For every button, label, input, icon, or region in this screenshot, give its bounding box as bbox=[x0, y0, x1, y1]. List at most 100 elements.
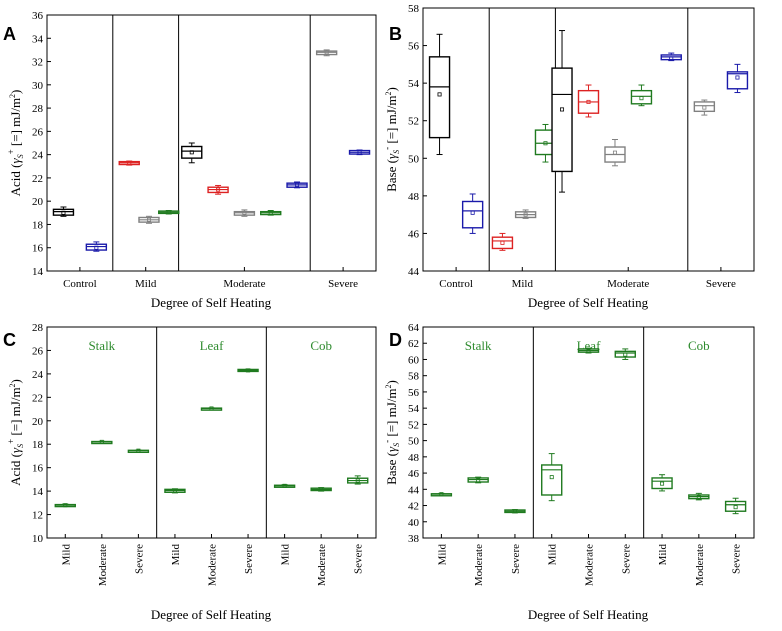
y-tick-label: 24 bbox=[32, 150, 44, 162]
group-label: Stalk bbox=[88, 338, 115, 353]
mean-marker bbox=[216, 187, 221, 192]
mean-marker bbox=[127, 160, 132, 165]
panel-label: D bbox=[389, 330, 402, 350]
mean-marker bbox=[355, 478, 360, 483]
chart-panel-d: D 38 40 42 44 46 48 50 52 54 56 58 60 62 64 Base (γS- [… bbox=[382, 322, 755, 622]
box bbox=[551, 67, 573, 173]
x-category-label: Severe bbox=[510, 544, 522, 574]
box-plot bbox=[604, 139, 626, 167]
box bbox=[724, 500, 747, 512]
mean-marker bbox=[99, 439, 104, 444]
x-category-label: Moderate bbox=[207, 544, 219, 586]
y-axis-label: Acid (γS+ [=] mJ/m2) bbox=[6, 379, 25, 486]
box-plot bbox=[688, 492, 710, 501]
plot-frame bbox=[422, 326, 755, 539]
y-tick-label: 48 bbox=[408, 191, 420, 203]
x-category-label: Severe bbox=[133, 544, 145, 574]
mean-marker bbox=[268, 210, 273, 215]
x-category-label: Mild bbox=[657, 544, 669, 566]
mean-marker bbox=[612, 150, 617, 155]
box-plot bbox=[347, 475, 369, 485]
mean-marker bbox=[696, 495, 701, 500]
mean-marker bbox=[735, 75, 740, 80]
plot-frame bbox=[46, 326, 377, 539]
box-plot bbox=[207, 184, 229, 195]
x-axis-label: Degree of Self Heating bbox=[528, 607, 649, 622]
y-tick-label: 38 bbox=[408, 533, 420, 545]
box bbox=[491, 236, 514, 250]
y-tick-label: 26 bbox=[32, 126, 44, 138]
y-tick-label: 52 bbox=[408, 116, 419, 128]
chart-panel-a: A 14 16 18 20 22 24 26 28 30 32 34 36 Acid (γS+ [=] m… bbox=[3, 10, 377, 310]
box-plot bbox=[348, 149, 371, 156]
mean-marker bbox=[733, 505, 738, 510]
y-tick-label: 40 bbox=[408, 517, 420, 529]
x-category-label: Mild bbox=[135, 278, 157, 290]
mean-marker bbox=[319, 487, 324, 492]
box-plot bbox=[54, 503, 76, 508]
y-tick-label: 56 bbox=[408, 41, 420, 53]
mean-marker bbox=[543, 141, 548, 146]
y-tick-label: 58 bbox=[408, 3, 420, 15]
mean-marker bbox=[586, 349, 591, 354]
mean-marker bbox=[523, 212, 528, 217]
y-tick-label: 52 bbox=[408, 419, 419, 431]
mean-marker bbox=[189, 150, 194, 155]
y-tick-label: 20 bbox=[32, 196, 44, 208]
box-plot bbox=[85, 241, 108, 252]
mean-marker bbox=[209, 406, 214, 411]
box bbox=[630, 89, 653, 105]
y-tick-label: 50 bbox=[408, 153, 420, 165]
box bbox=[181, 145, 203, 159]
box-plot bbox=[514, 209, 537, 219]
y-axis-label: Base (γS- [=] mJ/m2) bbox=[382, 380, 401, 485]
y-tick-label: 42 bbox=[408, 501, 419, 513]
y-tick-label: 28 bbox=[32, 322, 44, 334]
y-tick-label: 22 bbox=[32, 392, 43, 404]
mean-marker bbox=[437, 92, 442, 97]
y-tick-label: 58 bbox=[408, 371, 420, 383]
y-tick-label: 36 bbox=[32, 10, 44, 22]
x-axis-label: Degree of Self Heating bbox=[151, 295, 272, 310]
box-plot bbox=[118, 160, 140, 166]
x-category-label: Mild bbox=[547, 544, 559, 566]
x-category-label: Moderate bbox=[607, 278, 649, 290]
box-plot bbox=[491, 232, 514, 251]
x-category-label: Severe bbox=[620, 544, 632, 574]
mean-marker bbox=[702, 105, 707, 110]
box-plot bbox=[286, 181, 308, 189]
y-tick-label: 54 bbox=[408, 78, 420, 90]
y-tick-label: 50 bbox=[408, 436, 420, 448]
y-tick-label: 24 bbox=[32, 369, 44, 381]
box-plot bbox=[461, 193, 484, 234]
y-tick-label: 48 bbox=[408, 452, 420, 464]
box-plot bbox=[551, 30, 573, 193]
y-tick-label: 12 bbox=[32, 510, 43, 522]
y-tick-label: 22 bbox=[32, 173, 43, 185]
x-category-label: Mild bbox=[170, 544, 182, 566]
y-tick-label: 26 bbox=[32, 345, 44, 357]
x-category-label: Moderate bbox=[584, 544, 596, 586]
mean-marker bbox=[324, 50, 329, 55]
y-tick-label: 20 bbox=[32, 416, 44, 428]
mean-marker bbox=[282, 483, 287, 488]
chart-panel-c: C 10 12 14 16 18 20 22 24 26 28 Acid (γS+ [=] mJ/m2… bbox=[3, 322, 377, 622]
box-plot bbox=[504, 509, 526, 514]
x-category-label: Severe bbox=[328, 278, 358, 290]
box bbox=[693, 101, 716, 113]
box-plot bbox=[200, 406, 223, 411]
box-plot bbox=[541, 453, 563, 502]
x-category-label: Moderate bbox=[316, 544, 328, 586]
x-category-label: Mild bbox=[512, 278, 534, 290]
mean-marker bbox=[63, 503, 68, 508]
box-plot bbox=[273, 483, 296, 488]
y-tick-label: 16 bbox=[32, 463, 44, 475]
box-plot bbox=[138, 215, 160, 224]
box bbox=[726, 71, 749, 90]
box-plot bbox=[310, 487, 332, 492]
mean-marker bbox=[295, 182, 300, 187]
mean-marker bbox=[246, 368, 251, 373]
box-plot bbox=[430, 492, 453, 497]
y-axis-label: Base (γS- [=] mJ/m2) bbox=[382, 87, 401, 192]
